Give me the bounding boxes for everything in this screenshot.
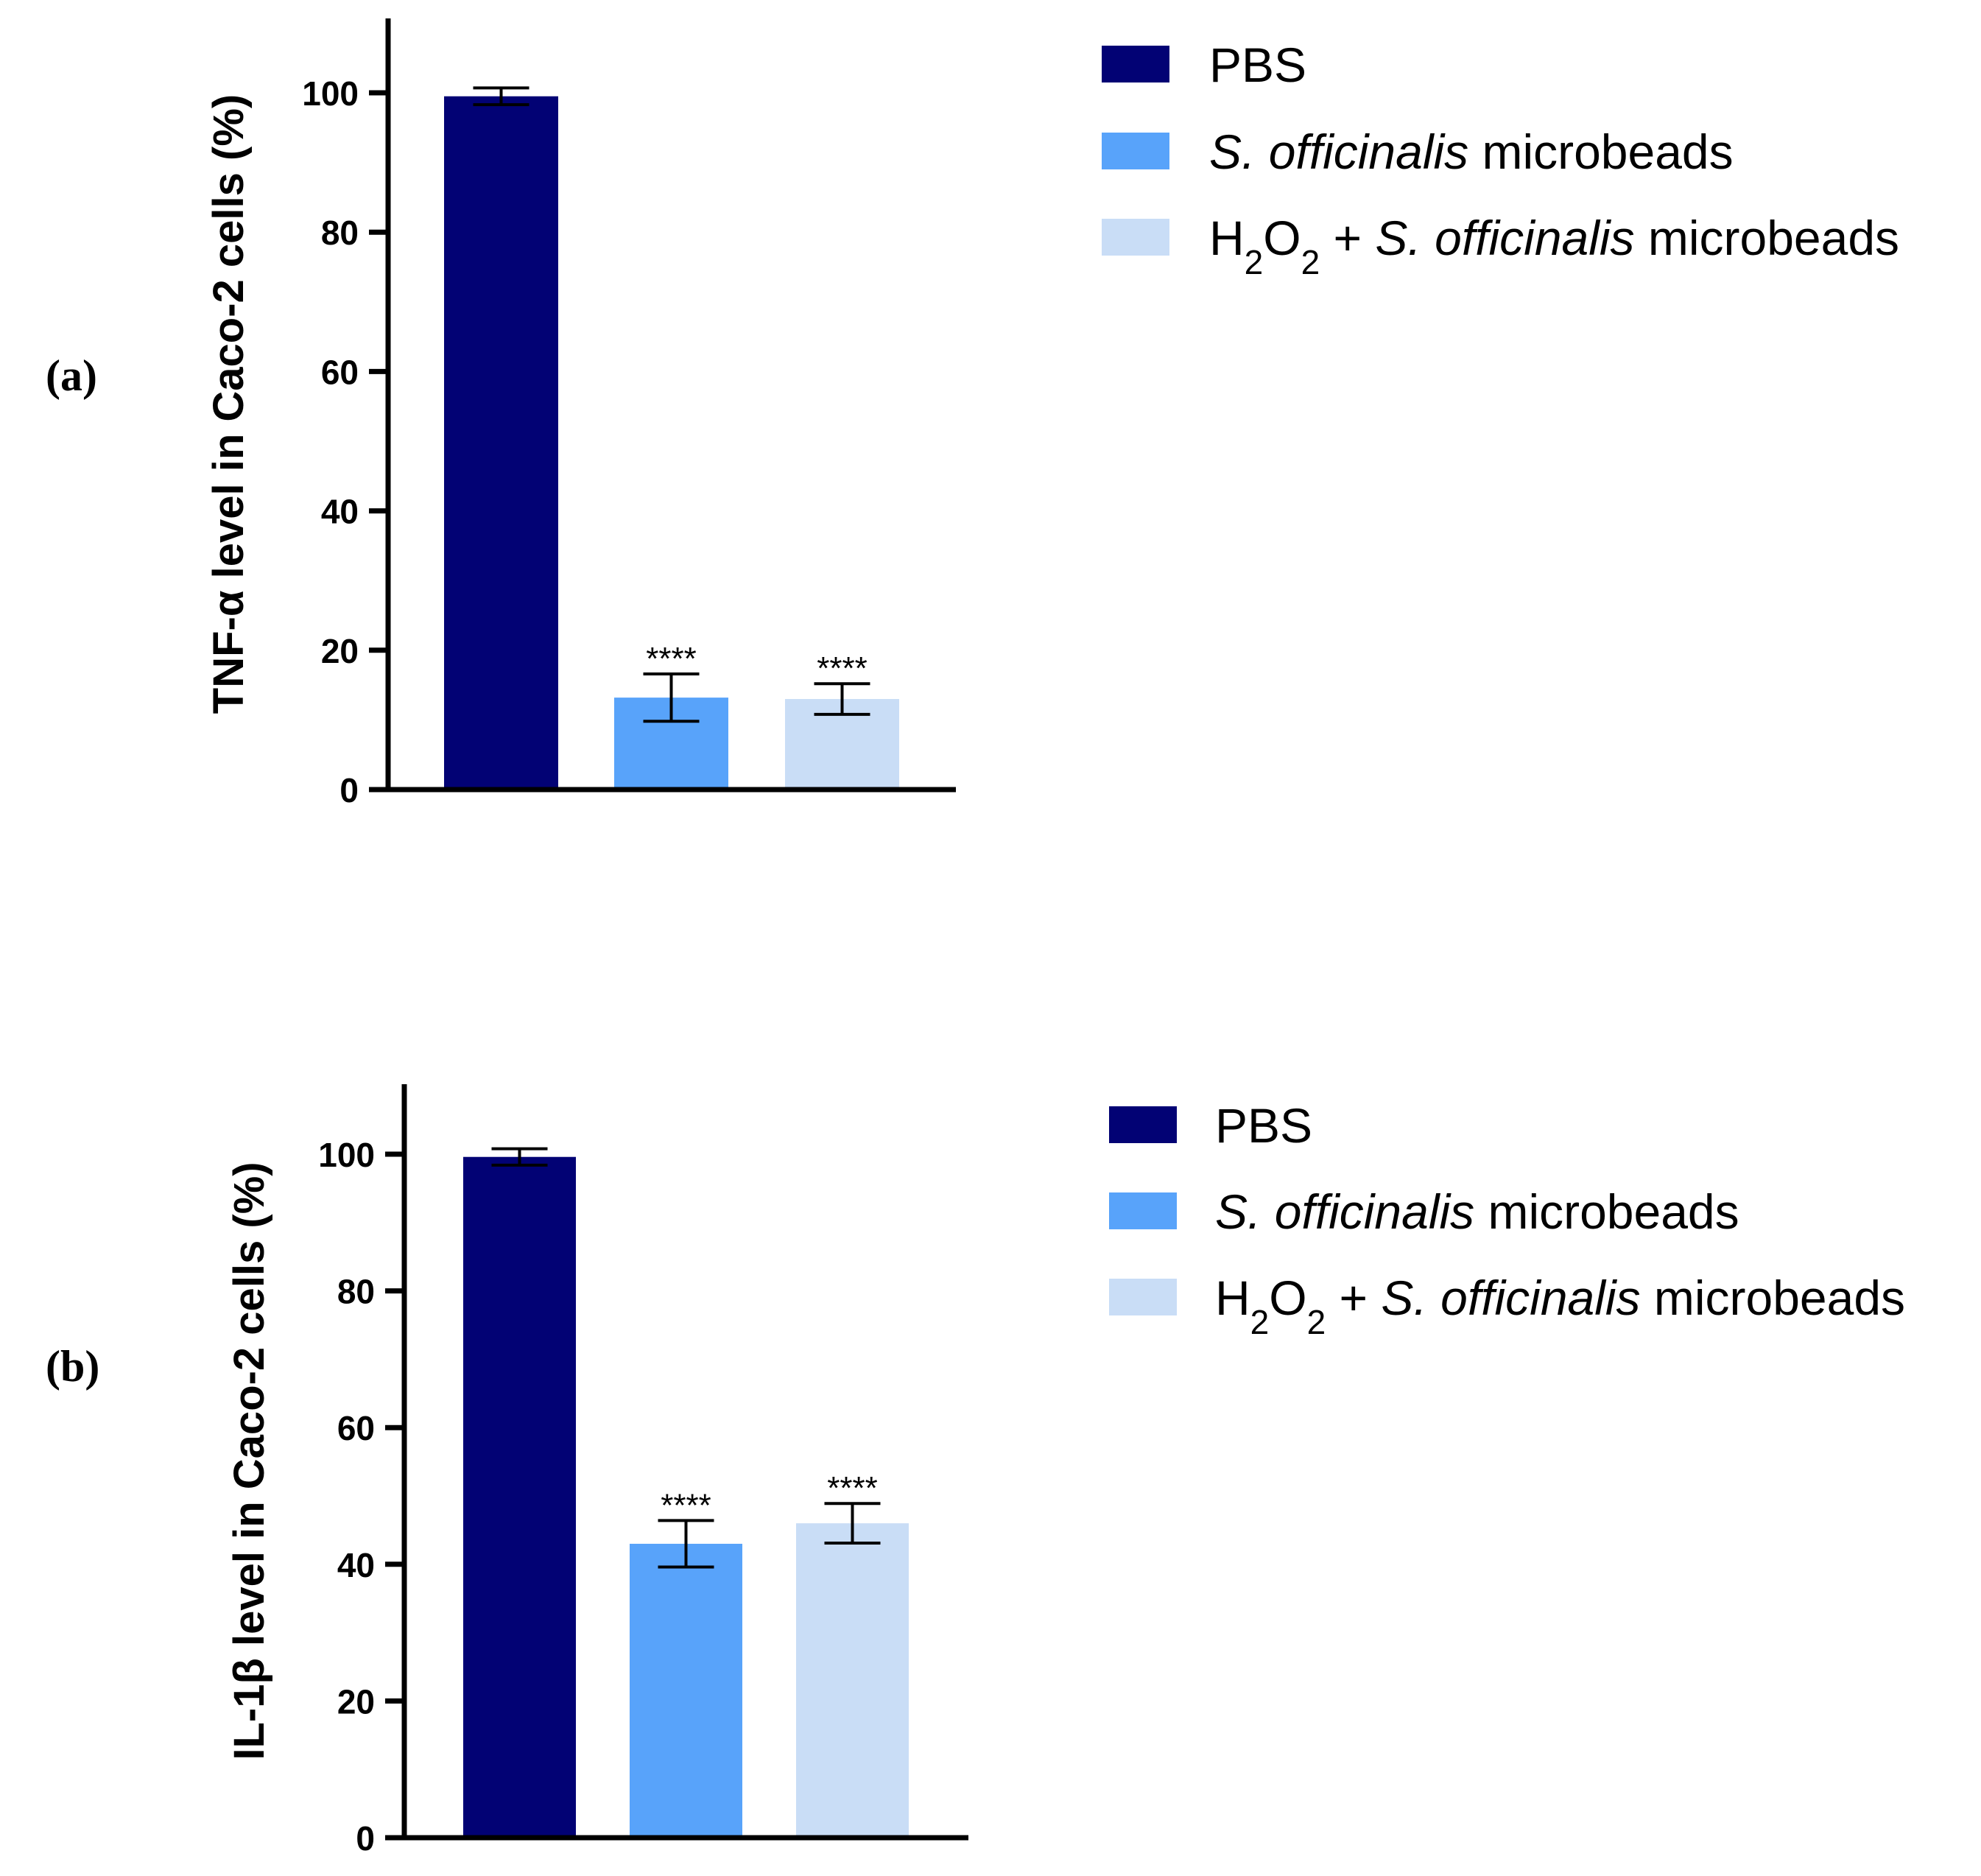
legend-text-part: 2	[1245, 243, 1264, 281]
significance-label-3: ****	[817, 650, 868, 686]
y-tick-label: 80	[321, 214, 359, 252]
y-tick-label: 80	[337, 1273, 375, 1311]
y-tick-label: 40	[321, 493, 359, 531]
legend-label-3: H2O2 + S. officinalis microbeads	[1209, 211, 1899, 281]
bar-1	[463, 1156, 576, 1838]
legend-text-part: +	[1326, 1271, 1381, 1325]
legend-swatch-1	[1102, 46, 1169, 82]
y-tick-label: 60	[321, 353, 359, 391]
legend-text-part: S. officinalis	[1215, 1184, 1474, 1239]
y-axis-label: IL-1β level in Caco-2 cells (%)	[225, 1162, 273, 1760]
y-tick-label: 0	[339, 771, 359, 809]
legend-text-part: 2	[1307, 1303, 1326, 1341]
legend-text-part: PBS	[1209, 38, 1306, 92]
error-bar-2	[658, 1519, 714, 1569]
legend-label-3: H2O2 + S. officinalis microbeads	[1215, 1271, 1905, 1341]
legend-text-part: S. officinalis	[1209, 124, 1468, 179]
legend-swatch-3	[1102, 219, 1169, 256]
legend-swatch-2	[1102, 133, 1169, 169]
error-bar-3	[814, 682, 870, 716]
legend-label-2: S. officinalis microbeads	[1215, 1184, 1739, 1239]
legend-text-part: 2	[1250, 1303, 1270, 1341]
y-tick-label: 20	[321, 632, 359, 670]
error-bar-2	[643, 672, 700, 723]
y-tick-label: 20	[337, 1682, 375, 1721]
error-bar-3	[824, 1502, 881, 1545]
legend-label-2: S. officinalis microbeads	[1209, 124, 1734, 179]
y-tick-label: 0	[356, 1819, 375, 1858]
legend-text-part: 2	[1301, 243, 1320, 281]
legend-text-part: microbeads	[1635, 211, 1900, 265]
legend-text-part: microbeads	[1468, 124, 1734, 179]
legend-label-1: PBS	[1209, 38, 1306, 92]
y-tick-label: 40	[337, 1546, 375, 1584]
legend-text-part: +	[1320, 211, 1375, 265]
y-axis-label: TNF-α level in Caco-2 cells (%)	[205, 94, 253, 714]
y-tick-label: 60	[337, 1409, 375, 1447]
legend-text-part: microbeads	[1641, 1271, 1906, 1325]
legend-text-part: S. officinalis	[1375, 211, 1634, 265]
bar-2	[630, 1543, 742, 1838]
legend-swatch-2	[1109, 1192, 1177, 1229]
bar-3	[796, 1523, 909, 1838]
significance-label-2: ****	[661, 1487, 711, 1523]
y-tick-label: 100	[302, 74, 359, 113]
legend-text-part: O	[1269, 1271, 1306, 1325]
legend-text-part: H	[1215, 1271, 1250, 1325]
significance-label-2: ****	[646, 641, 697, 677]
legend-label-1: PBS	[1215, 1098, 1312, 1153]
chart-panel-a: (a) TNF-α level in Caco-2 cells (%) **** **…	[46, 18, 1899, 809]
significance-label-3: ****	[827, 1470, 878, 1506]
error-bar-1	[473, 86, 529, 107]
y-tick-label: 100	[318, 1136, 375, 1174]
legend-swatch-3	[1109, 1279, 1177, 1315]
legend-text-part: S. officinalis	[1381, 1271, 1640, 1325]
legend-text-part: microbeads	[1474, 1184, 1739, 1239]
panel-label: (a)	[46, 351, 97, 400]
bar-1	[444, 96, 558, 790]
legend-text-part: H	[1209, 211, 1245, 265]
error-bar-1	[491, 1147, 548, 1167]
legend-text-part: PBS	[1215, 1098, 1312, 1153]
panel-label: (b)	[46, 1342, 99, 1391]
legend-swatch-1	[1109, 1106, 1177, 1143]
legend-text-part: O	[1263, 211, 1301, 265]
chart-panel-b: (b) IL-1β level in Caco-2 cells (%) **** **…	[46, 1084, 1905, 1858]
